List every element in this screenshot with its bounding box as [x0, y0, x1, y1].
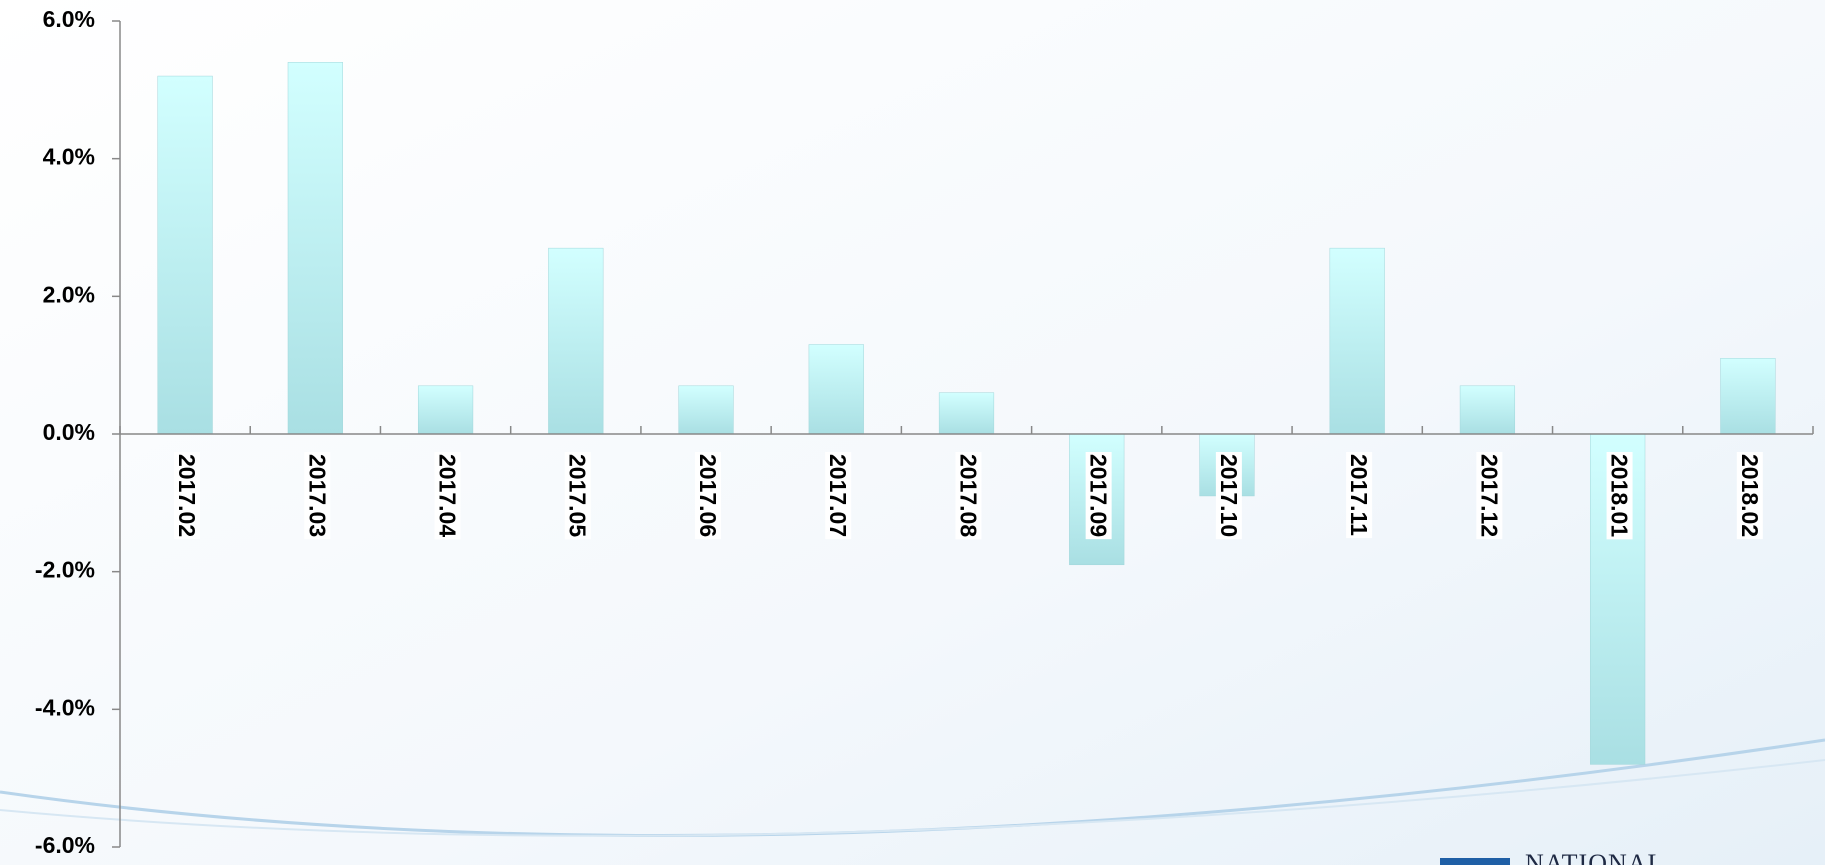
label-background — [564, 452, 591, 540]
y-tick-label: 6.0% — [43, 6, 95, 32]
x-tick-label: 2017.10 — [1216, 454, 1242, 537]
bar — [1329, 247, 1385, 435]
x-tick-label: 2017.03 — [304, 454, 330, 537]
logo-text: NATIONAL — [1525, 849, 1664, 865]
x-tick-label: 2017.12 — [1476, 454, 1502, 537]
x-tick-label: 2018.02 — [1737, 454, 1763, 537]
y-tick-label: 0.0% — [43, 419, 95, 445]
x-tick-label: 2017.04 — [434, 454, 460, 537]
decor-curve — [0, 759, 1825, 837]
logo-mark — [1440, 858, 1510, 865]
y-tick-label: -6.0% — [35, 832, 95, 858]
y-tick-label: -2.0% — [35, 557, 95, 583]
y-tick-label: -4.0% — [35, 694, 95, 720]
label-background — [1346, 452, 1373, 539]
bar — [938, 392, 995, 435]
x-tick-label: 2017.07 — [825, 454, 851, 537]
x-tick-label: 2018.01 — [1607, 454, 1633, 537]
x-tick-label: 2017.06 — [695, 454, 721, 537]
bar — [157, 75, 213, 435]
x-tick-label: 2017.02 — [174, 454, 200, 537]
y-tick-label: 4.0% — [43, 144, 95, 170]
label-background — [304, 452, 331, 540]
label-background — [1085, 452, 1112, 540]
label-background — [694, 452, 721, 540]
label-background — [1215, 452, 1242, 540]
y-tick-label: 2.0% — [43, 281, 95, 307]
bar — [417, 385, 474, 435]
x-tick-label: 2017.11 — [1346, 454, 1372, 536]
bar — [1459, 385, 1516, 435]
label-background — [1476, 452, 1503, 540]
label-background — [174, 452, 201, 540]
x-tick-label: 2017.05 — [565, 454, 591, 537]
bar — [808, 344, 864, 435]
label-background — [434, 452, 461, 540]
x-tick-label: 2017.08 — [955, 454, 981, 537]
label-background — [955, 452, 982, 540]
bar — [287, 62, 343, 435]
bar — [1720, 358, 1776, 435]
bar — [678, 385, 734, 435]
label-background — [1736, 452, 1763, 540]
label-background — [825, 452, 852, 540]
x-tick-label: 2017.09 — [1086, 454, 1112, 537]
bar — [548, 247, 604, 435]
label-background — [1606, 452, 1633, 540]
